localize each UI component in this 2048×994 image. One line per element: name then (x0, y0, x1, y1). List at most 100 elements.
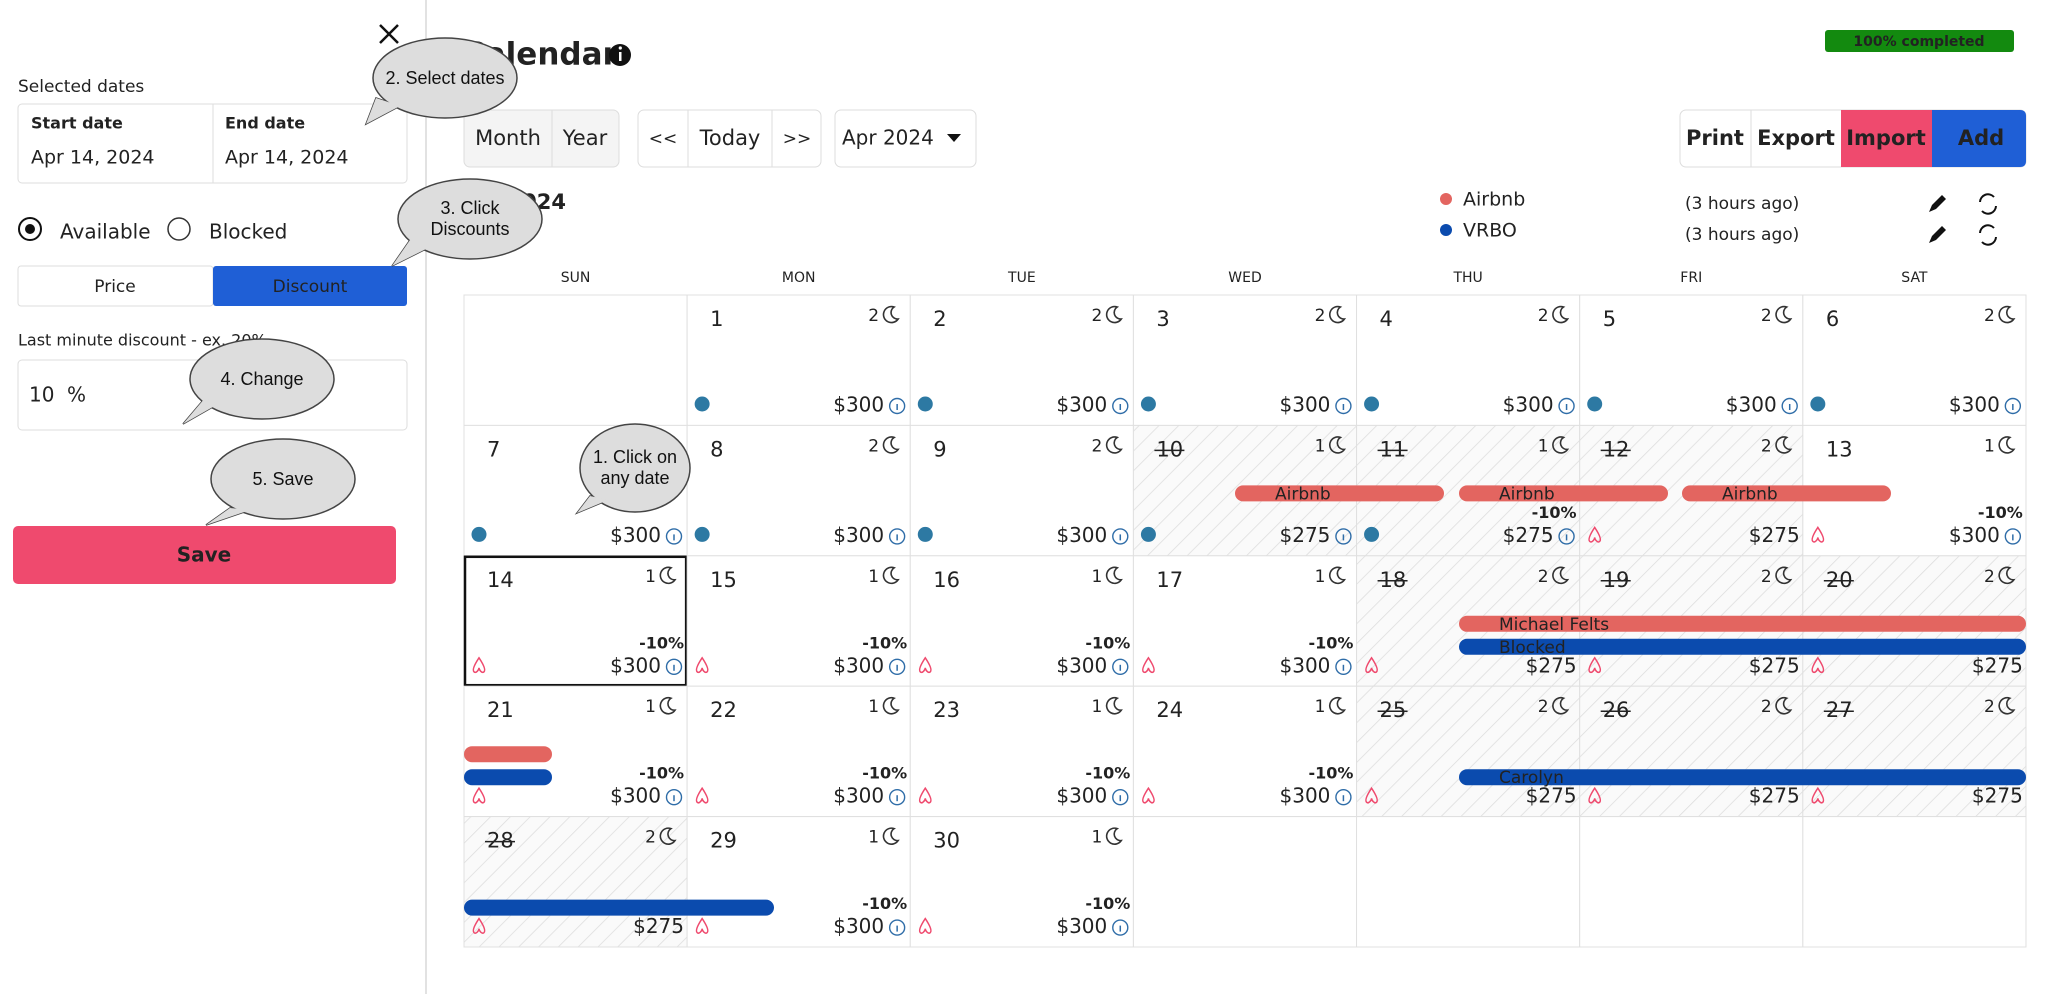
view-toggle (463, 109, 620, 168)
legend-dot (1440, 224, 1452, 236)
day-cell[interactable] (686, 816, 911, 948)
moon-icon (1998, 566, 2016, 585)
booking-label: Airbnb (1499, 484, 1555, 504)
prev-button[interactable]: << (649, 129, 678, 149)
import-label[interactable]: Import (1846, 126, 1926, 150)
moon-icon (1328, 436, 1347, 454)
day-cell[interactable] (1579, 294, 1804, 426)
day-number: 30 (933, 829, 960, 853)
save-button[interactable] (13, 526, 396, 584)
nights: 2 (1984, 567, 1995, 587)
booking-bar[interactable] (1682, 485, 1891, 502)
booking-bar[interactable] (1459, 638, 2026, 655)
booking-bar[interactable] (1459, 615, 2026, 632)
selected-outline (463, 555, 688, 687)
price: $300 (1280, 393, 1331, 417)
callout-text: 3. Click Discounts (430, 198, 510, 239)
edit-icon[interactable] (1929, 226, 1946, 243)
discount-tab[interactable] (213, 266, 407, 306)
price: $300 (1056, 523, 1107, 547)
month-select[interactable] (834, 109, 977, 168)
moon-icon (1105, 566, 1123, 585)
day-cell[interactable] (1356, 685, 1581, 818)
price: $275 (1526, 653, 1577, 677)
export-label[interactable]: Export (1757, 126, 1835, 150)
print-label[interactable]: Print (1686, 126, 1744, 150)
edit-icon[interactable] (1929, 195, 1946, 212)
progress-pill (1825, 30, 2014, 52)
day-cell[interactable] (909, 685, 1134, 818)
nav-group (637, 109, 822, 168)
discount: -10% (1308, 764, 1353, 783)
radio-blocked[interactable] (167, 217, 191, 241)
booking-bar[interactable] (464, 899, 774, 916)
channel-icon (471, 526, 487, 542)
callout-tail (206, 508, 250, 525)
info-icon (2004, 528, 2022, 545)
booking-bar[interactable] (1235, 485, 1444, 502)
channel-icon (694, 396, 710, 412)
moon-icon (882, 696, 900, 715)
today-button[interactable]: Today (699, 126, 761, 150)
nights: 1 (1538, 436, 1549, 456)
day-number: 15 (710, 568, 737, 592)
nights: 2 (868, 436, 879, 456)
price: $300 (1056, 653, 1107, 677)
day-cell[interactable] (686, 294, 911, 426)
callout-tail (392, 240, 432, 266)
weekday-label: SUN (561, 270, 591, 286)
price: $300 (1949, 523, 2000, 547)
moon-icon (1328, 305, 1347, 324)
info-icon (1335, 528, 1352, 545)
booking-bar[interactable] (464, 769, 552, 786)
legend-dot (1440, 193, 1452, 205)
booking-bar[interactable] (1459, 485, 1668, 502)
moon-icon (1105, 827, 1123, 845)
day-cell[interactable] (1802, 685, 2027, 818)
add-button[interactable] (1932, 110, 2026, 167)
day-cell[interactable] (909, 555, 1134, 687)
channel-icon (1588, 656, 1602, 674)
day-cell[interactable] (463, 816, 688, 948)
info-icon (1335, 789, 1352, 806)
day-cell[interactable] (1579, 685, 1804, 818)
channel-icon (918, 656, 932, 674)
nights: 2 (1984, 306, 1995, 326)
price: $300 (1280, 653, 1331, 677)
info-icon (1558, 397, 1575, 415)
month-button[interactable]: Month (475, 126, 541, 150)
callout-bubble (210, 438, 356, 520)
legend: Airbnb (3 hours ago) VRBO (3 hours ago) (1440, 189, 1997, 246)
year-button[interactable]: Year (562, 126, 608, 150)
channel-icon (1588, 786, 1602, 804)
booking-bar[interactable] (1459, 769, 2026, 786)
import-button[interactable] (1841, 110, 1932, 167)
day-cell[interactable] (909, 294, 1134, 426)
nights: 1 (1984, 436, 1995, 456)
day-cell[interactable] (1132, 294, 1358, 426)
day-cell[interactable] (909, 424, 1134, 557)
sync-time: (3 hours ago) (1685, 194, 1799, 214)
moon-icon (1775, 305, 1793, 324)
moon-icon (1105, 305, 1123, 324)
day-cell[interactable] (909, 816, 1134, 948)
moon-icon (1775, 696, 1793, 715)
discount: -10% (639, 633, 684, 652)
day-cell[interactable] (1356, 294, 1581, 426)
channel-icon (1811, 786, 1825, 804)
nights: 1 (1091, 567, 1102, 587)
channel-icon (1364, 396, 1380, 412)
channel-icon (1588, 526, 1602, 543)
next-button[interactable]: >> (783, 129, 812, 149)
close-icon[interactable] (379, 24, 399, 44)
day-cell (1132, 816, 1358, 948)
booking-bar[interactable] (464, 746, 552, 763)
nights: 1 (1315, 436, 1326, 456)
day-cell (1579, 816, 1804, 948)
info-icon (1558, 528, 1575, 545)
add-label[interactable]: Add (1958, 126, 2004, 150)
sync-icon[interactable] (1979, 193, 1997, 215)
day-cell (1802, 816, 2027, 948)
sync-icon[interactable] (1979, 224, 1997, 246)
section-title: Selected dates (18, 77, 144, 97)
